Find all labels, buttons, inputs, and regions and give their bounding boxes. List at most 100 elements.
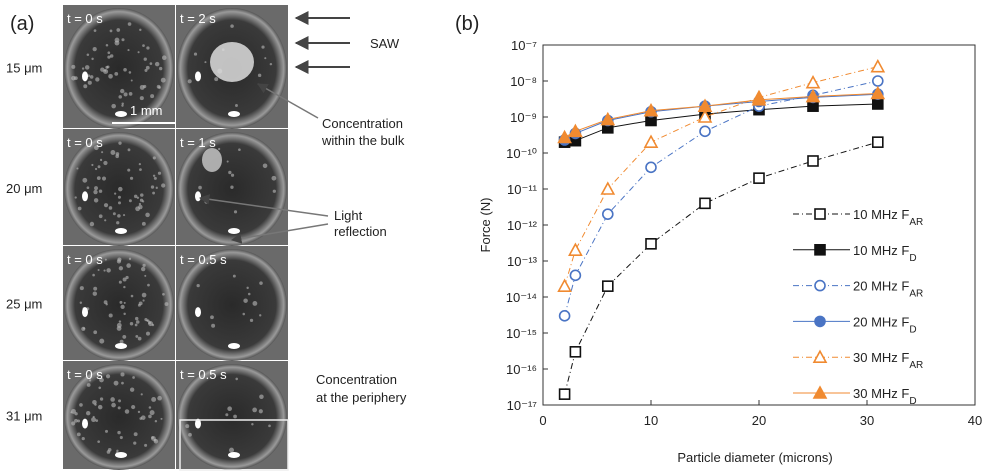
droplet bbox=[177, 249, 287, 361]
marker bbox=[601, 280, 614, 292]
particle-speck bbox=[142, 263, 146, 267]
particle-speck bbox=[123, 92, 128, 97]
time-label: t = 0.5 s bbox=[180, 252, 227, 267]
marker bbox=[697, 98, 713, 112]
y-tick-label: 10⁻⁸ bbox=[510, 74, 537, 89]
particle-speck bbox=[272, 189, 276, 193]
particle-speck bbox=[93, 286, 98, 291]
particle-speck bbox=[129, 176, 134, 180]
x-tick-label: 20 bbox=[752, 413, 766, 428]
particle-speck bbox=[193, 52, 198, 56]
particle-speck bbox=[140, 415, 146, 420]
particle-speck bbox=[258, 409, 263, 414]
x-tick-label: 10 bbox=[644, 413, 658, 428]
particle-speck bbox=[71, 64, 76, 69]
marker bbox=[870, 59, 886, 73]
particle-speck bbox=[105, 65, 109, 69]
particle-speck bbox=[214, 77, 219, 82]
series-line bbox=[564, 141, 878, 395]
particle-speck bbox=[162, 292, 165, 296]
particle-speck bbox=[101, 176, 107, 181]
particle-speck bbox=[125, 275, 129, 280]
particle-speck bbox=[121, 104, 124, 107]
particle-speck bbox=[113, 380, 119, 386]
particle-speck bbox=[129, 387, 135, 392]
particle-speck bbox=[148, 406, 152, 409]
particle-speck bbox=[251, 423, 254, 426]
particle-speck bbox=[128, 257, 132, 260]
particle-speck bbox=[230, 173, 235, 177]
particle-size: 25 μm bbox=[6, 297, 42, 312]
legend-marker bbox=[814, 244, 826, 256]
particle-speck bbox=[122, 214, 126, 217]
particle-speck bbox=[158, 86, 161, 89]
marker bbox=[569, 269, 582, 282]
marker bbox=[699, 197, 711, 210]
particle-speck bbox=[146, 319, 149, 322]
light-reflection bbox=[228, 452, 240, 458]
series-line bbox=[564, 92, 878, 138]
particle-speck bbox=[118, 266, 124, 271]
particle-speck bbox=[93, 29, 97, 32]
particle-speck bbox=[154, 61, 160, 67]
particle-speck bbox=[153, 438, 159, 444]
particle-speck bbox=[92, 273, 95, 277]
particle-speck bbox=[117, 257, 122, 262]
particle-speck bbox=[98, 189, 103, 193]
particle-speck bbox=[101, 151, 104, 154]
particle-speck bbox=[108, 206, 113, 210]
particle-speck bbox=[252, 301, 258, 306]
particle-speck bbox=[147, 283, 150, 287]
particle-speck bbox=[116, 28, 121, 32]
particle-speck bbox=[121, 381, 124, 385]
particle-speck bbox=[74, 196, 77, 199]
particle-speck bbox=[230, 24, 234, 28]
particle-speck bbox=[77, 419, 81, 423]
particle-speck bbox=[135, 320, 140, 324]
particle-speck bbox=[97, 268, 100, 272]
particle-speck bbox=[246, 286, 249, 290]
particle-speck bbox=[259, 314, 262, 317]
marker bbox=[558, 388, 571, 400]
particle-speck bbox=[139, 28, 142, 32]
particle-speck bbox=[135, 206, 140, 212]
particle-speck bbox=[271, 175, 277, 181]
particle-speck bbox=[268, 424, 271, 428]
particle-speck bbox=[229, 447, 234, 453]
particle-speck bbox=[110, 150, 116, 155]
pointer bbox=[230, 223, 329, 244]
particle-speck bbox=[151, 397, 157, 402]
particle-speck bbox=[235, 377, 239, 381]
particle-speck bbox=[142, 299, 145, 302]
particle-speck bbox=[138, 301, 143, 306]
particle-speck bbox=[188, 432, 192, 437]
particle-speck bbox=[136, 196, 140, 199]
particle-speck bbox=[120, 372, 125, 377]
particle-speck bbox=[119, 300, 123, 304]
y-tick-label: 10⁻⁷ bbox=[511, 38, 537, 53]
particle-speck bbox=[130, 294, 134, 298]
particle-speck bbox=[259, 281, 263, 285]
particle-speck bbox=[92, 46, 97, 52]
particle-speck bbox=[89, 221, 95, 227]
particle-speck bbox=[71, 421, 76, 426]
particle-speck bbox=[103, 160, 108, 166]
light-reflection bbox=[195, 418, 201, 429]
particle-speck bbox=[94, 167, 98, 171]
light-reflection bbox=[228, 343, 240, 349]
panel-label: (a) bbox=[10, 13, 34, 35]
particle-size: 31 μm bbox=[6, 408, 42, 423]
particle-speck bbox=[185, 424, 190, 429]
particle-speck bbox=[129, 322, 134, 326]
particle-speck bbox=[152, 191, 156, 195]
particle-speck bbox=[226, 160, 229, 163]
particle-speck bbox=[105, 429, 109, 433]
particle-speck bbox=[140, 266, 146, 272]
particle-speck bbox=[211, 323, 216, 328]
particle-speck bbox=[242, 312, 246, 316]
particle-speck bbox=[127, 22, 132, 26]
annotation: Light bbox=[334, 208, 363, 223]
light-reflection bbox=[195, 191, 201, 202]
particle-speck bbox=[118, 186, 123, 192]
particle-speck bbox=[122, 335, 127, 339]
